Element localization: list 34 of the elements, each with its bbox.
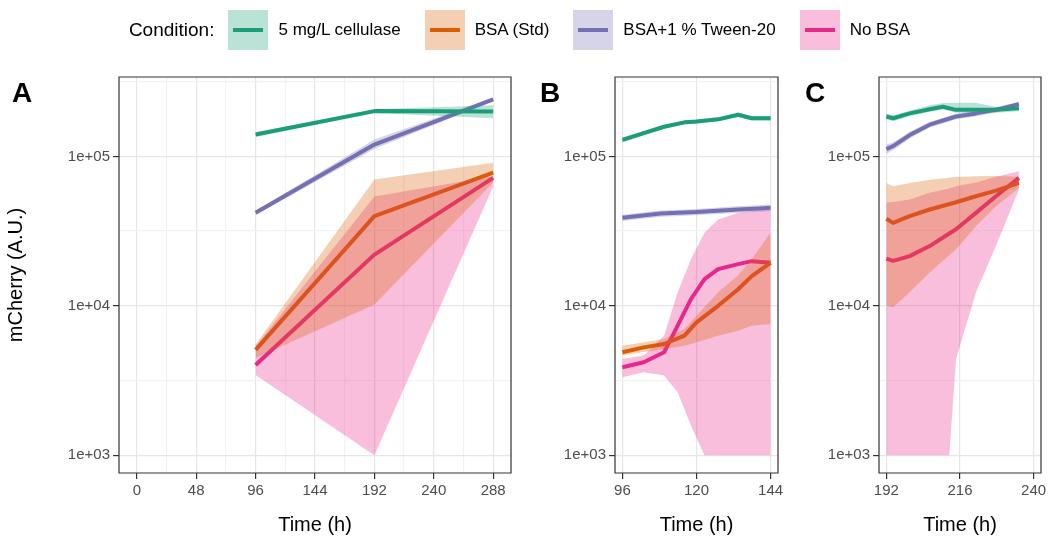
y-tick-label: 1e+05: [563, 146, 606, 164]
y-tick-label: 1e+04: [67, 295, 110, 313]
y-tick-label: 1e+03: [67, 445, 110, 463]
x-tick-label: 192: [361, 481, 387, 499]
x-tick-label: 96: [614, 481, 631, 499]
legend-label: BSA (Std): [474, 20, 550, 40]
y-tick-label: 1e+04: [563, 295, 606, 313]
x-tick-label: 216: [947, 481, 973, 499]
y-tick-label: 1e+04: [827, 295, 870, 313]
y-axis-title: mCherry (A.U.): [3, 207, 26, 343]
x-tick-label: 96: [247, 481, 264, 499]
y-tick-label: 1e+03: [827, 445, 870, 463]
y-tick-label: 1e+03: [563, 445, 606, 463]
x-axis-title: Time (h): [923, 512, 997, 535]
legend-label: No BSA: [849, 20, 911, 40]
x-tick-label: 192: [873, 481, 899, 499]
chart-title: A: [12, 76, 33, 108]
x-axis-title: Time (h): [659, 512, 734, 535]
y-tick-label: 1e+05: [827, 146, 870, 164]
legend-label: BSA+1 % Tween-20: [623, 20, 776, 40]
legend-label: 5 mg/L cellulase: [278, 20, 401, 40]
x-tick-label: 120: [683, 481, 710, 499]
x-axis-title: Time (h): [278, 512, 352, 535]
x-tick-label: 144: [302, 481, 328, 499]
x-tick-label: 48: [187, 481, 205, 499]
chart-title: B: [540, 76, 561, 108]
x-tick-label: 288: [480, 481, 506, 499]
x-tick-label: 0: [132, 481, 141, 499]
x-tick-label: 240: [1021, 481, 1047, 499]
x-tick-label: 144: [758, 481, 784, 499]
y-tick-label: 1e+05: [67, 146, 110, 164]
legend-title: Condition:: [128, 19, 215, 41]
x-tick-label: 240: [421, 481, 447, 499]
chart-title: C: [805, 76, 826, 108]
